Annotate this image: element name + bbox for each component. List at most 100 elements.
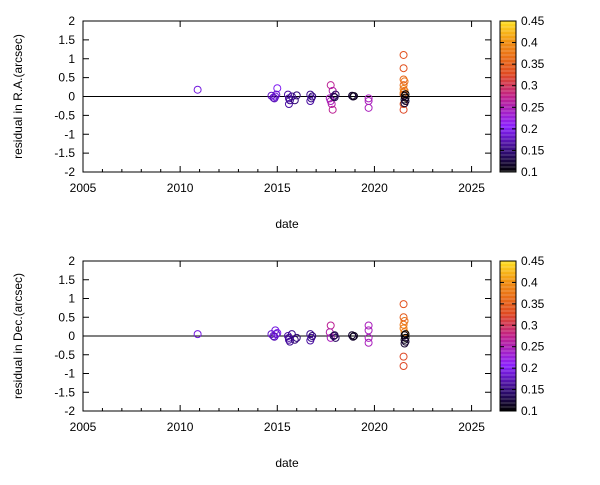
x-tick-label: 2010 bbox=[167, 181, 194, 195]
x-tick-label: 2005 bbox=[70, 420, 97, 434]
data-point bbox=[271, 92, 280, 101]
data-point bbox=[400, 77, 409, 86]
data-point bbox=[290, 96, 299, 105]
colorbar-gradient bbox=[500, 21, 516, 172]
data-point bbox=[306, 330, 315, 339]
y-tick-label: -2 bbox=[64, 165, 75, 179]
data-point bbox=[306, 97, 315, 106]
x-tick-label: 2025 bbox=[458, 181, 485, 195]
data-point bbox=[283, 90, 292, 99]
data-point bbox=[283, 332, 292, 340]
data-point bbox=[350, 92, 359, 101]
colorbar-tick-label: 0.25 bbox=[521, 340, 545, 354]
data-point bbox=[399, 64, 408, 73]
colorbar-tick-label: 0.1 bbox=[521, 165, 538, 179]
data-point bbox=[399, 300, 408, 309]
x-tick-label: 2010 bbox=[167, 420, 194, 434]
x-tick-label: 2025 bbox=[458, 420, 485, 434]
y-tick-label: 0.5 bbox=[58, 71, 75, 85]
y-tick-label: 1 bbox=[68, 52, 75, 66]
colorbar-tick-label: 0.15 bbox=[521, 383, 545, 397]
data-point bbox=[400, 335, 409, 344]
data-point bbox=[270, 332, 279, 341]
data-point bbox=[400, 99, 409, 108]
data-point bbox=[349, 332, 358, 341]
data-point bbox=[399, 50, 408, 59]
data-point bbox=[284, 100, 293, 109]
data-point bbox=[285, 337, 294, 346]
y-tick-label: 1.5 bbox=[58, 273, 75, 287]
data-point bbox=[399, 362, 408, 370]
data-point bbox=[330, 93, 339, 102]
data-point bbox=[327, 100, 336, 109]
colorbar-tick-label: 0.2 bbox=[521, 122, 538, 136]
colorbar-tick-label: 0.45 bbox=[521, 14, 545, 28]
y-tick-label: -1.5 bbox=[54, 385, 75, 399]
x-tick-label: 2015 bbox=[264, 181, 291, 195]
y-tick-label: -0.5 bbox=[54, 108, 75, 122]
data-point bbox=[400, 317, 409, 325]
data-point bbox=[399, 81, 408, 90]
data-point bbox=[399, 75, 408, 84]
data-point bbox=[272, 90, 281, 99]
y-axis-label: residual in Dec.(arcsec) bbox=[11, 273, 25, 399]
y-tick-label: 0 bbox=[68, 329, 75, 343]
y-tick-label: -1 bbox=[64, 367, 75, 381]
x-tick-label: 2005 bbox=[70, 181, 97, 195]
y-tick-label: -2 bbox=[64, 404, 75, 418]
y-tick-label: 1.5 bbox=[58, 33, 75, 47]
colorbar-tick-label: 0.4 bbox=[521, 275, 538, 289]
y-tick-label: -1.5 bbox=[54, 146, 75, 160]
data-point bbox=[364, 338, 373, 347]
data-point bbox=[306, 90, 315, 99]
data-point bbox=[292, 333, 301, 342]
data-point bbox=[364, 321, 373, 330]
data-point bbox=[330, 331, 339, 340]
data-point bbox=[400, 91, 409, 100]
data-point bbox=[350, 332, 359, 340]
data-point bbox=[401, 333, 410, 342]
data-point bbox=[193, 330, 202, 339]
data-point bbox=[306, 336, 315, 345]
data-point bbox=[270, 94, 279, 103]
colorbar-tick-label: 0.45 bbox=[521, 254, 545, 268]
data-point bbox=[364, 103, 373, 112]
data-point bbox=[292, 91, 301, 100]
data-point bbox=[399, 320, 408, 329]
colorbar-tick-label: 0.35 bbox=[521, 57, 545, 71]
data-point bbox=[401, 330, 410, 339]
colorbar-tick-label: 0.15 bbox=[521, 143, 545, 157]
data-point bbox=[329, 332, 338, 340]
data-point bbox=[400, 95, 409, 104]
colorbar-tick-label: 0.3 bbox=[521, 79, 538, 93]
data-point bbox=[364, 94, 373, 103]
data-point bbox=[364, 333, 373, 342]
x-tick-label: 2015 bbox=[264, 420, 291, 434]
data-point bbox=[273, 84, 282, 93]
colorbar-tick-label: 0.35 bbox=[521, 297, 545, 311]
colorbar-tick-label: 0.25 bbox=[521, 100, 545, 114]
y-tick-label: 0 bbox=[68, 90, 75, 104]
data-point bbox=[290, 335, 299, 344]
data-point bbox=[400, 339, 409, 348]
y-tick-label: 1 bbox=[68, 292, 75, 306]
y-tick-label: -0.5 bbox=[54, 348, 75, 362]
x-axis-label: date bbox=[275, 217, 299, 231]
data-point bbox=[364, 326, 373, 335]
data-point bbox=[326, 81, 335, 90]
y-tick-label: 0.5 bbox=[58, 310, 75, 324]
y-tick-label: 2 bbox=[68, 254, 75, 268]
colorbar-tick-label: 0.2 bbox=[521, 361, 538, 375]
data-point bbox=[328, 105, 337, 114]
data-point bbox=[326, 321, 335, 330]
y-tick-label: -1 bbox=[64, 127, 75, 141]
data-point bbox=[193, 85, 202, 94]
colorbar-frame bbox=[499, 20, 517, 173]
colorbar-tick-label: 0.3 bbox=[521, 318, 538, 332]
data-point bbox=[308, 92, 317, 101]
data-point bbox=[399, 352, 408, 361]
y-axis-label: residual in R.A.(arcsec) bbox=[11, 34, 25, 159]
data-point bbox=[329, 92, 338, 101]
